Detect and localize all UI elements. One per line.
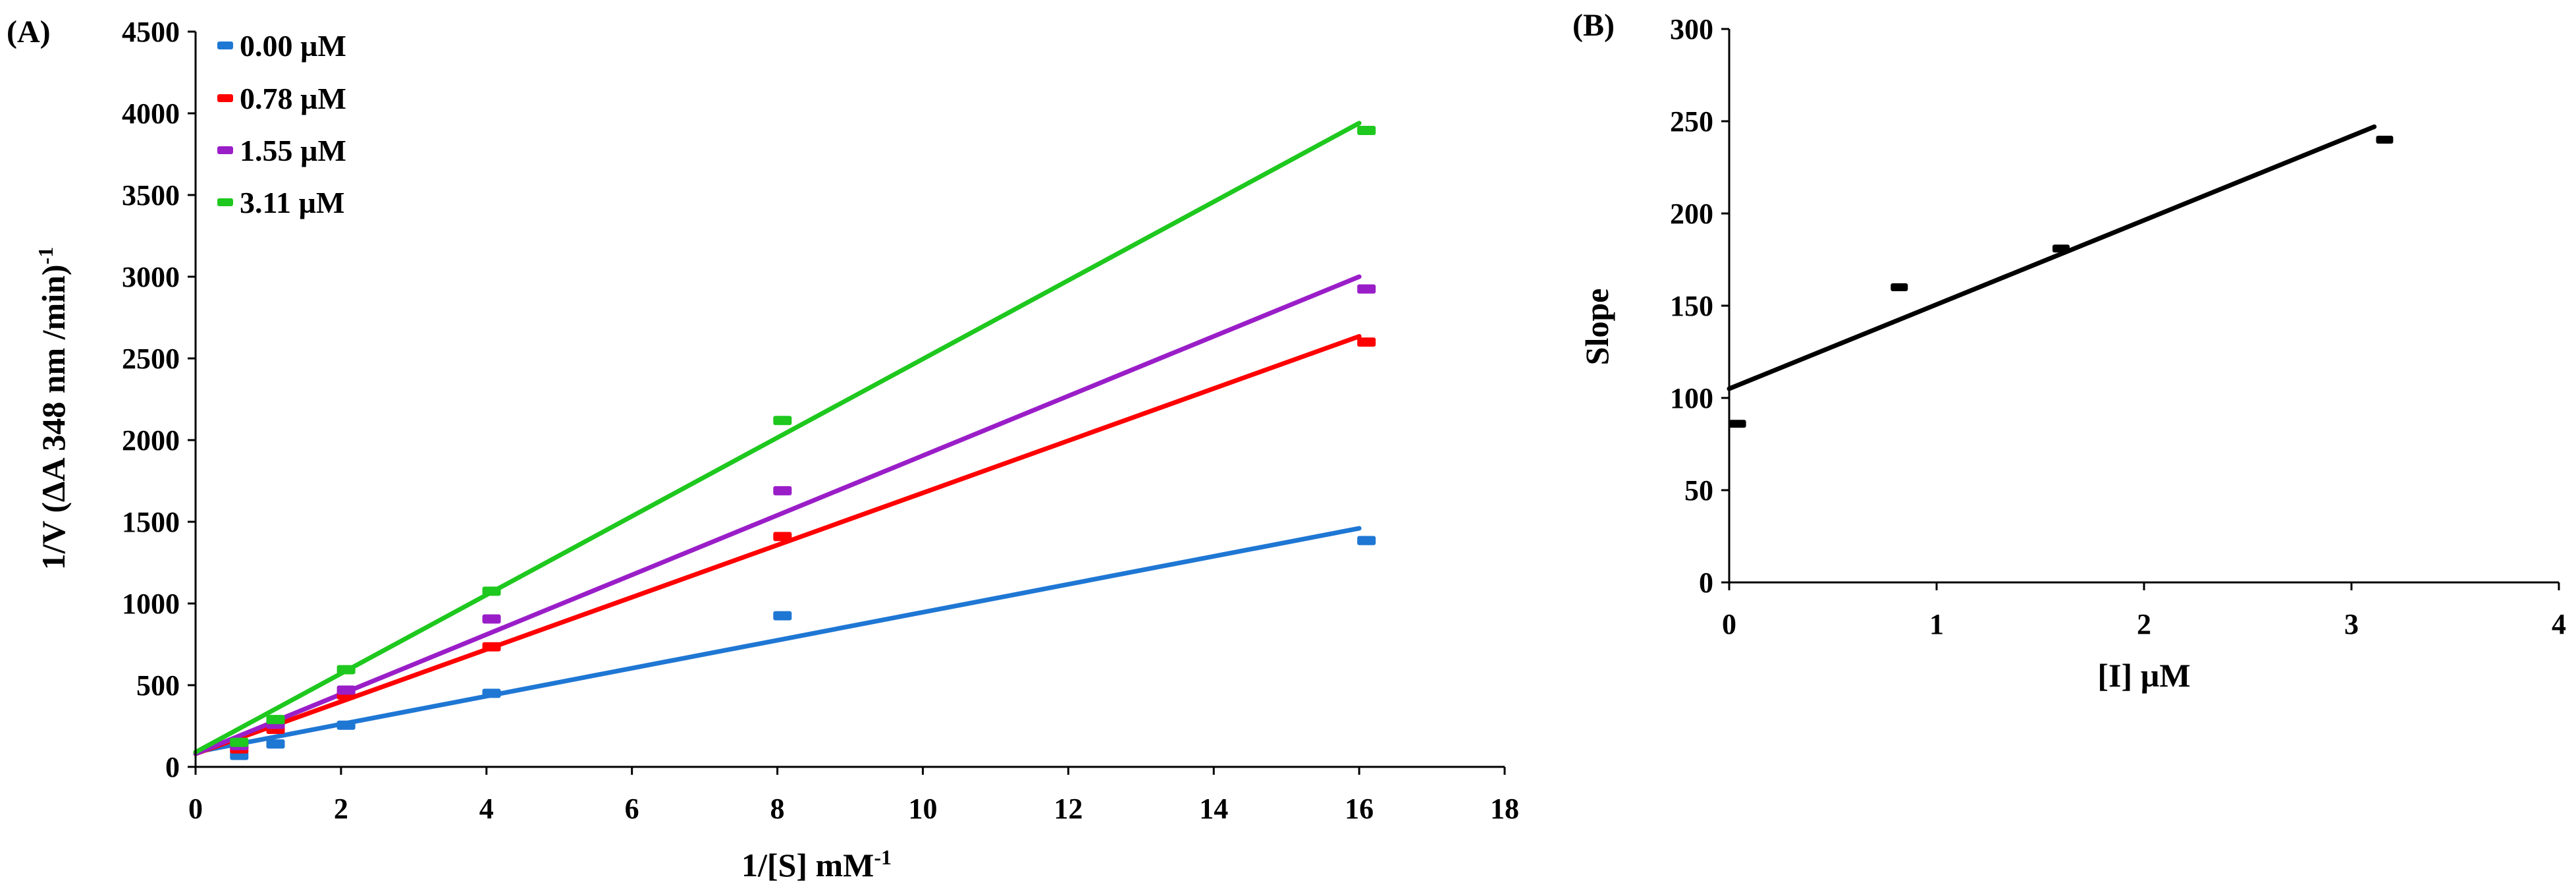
trendline-series-0 — [193, 526, 1362, 755]
trendline-series-3 — [193, 121, 1362, 755]
panel-b-chart: (B) 0 1 2 3 4 0 50 100 150 200 250 300 [I] µM Slope — [1572, 8, 2566, 694]
x-tick-label: 0 — [188, 793, 203, 825]
trendline-series-1 — [193, 334, 1362, 756]
data-point-series-0 — [482, 688, 501, 698]
y-tick-label: 50 — [1684, 474, 1713, 507]
data-point-series-3 — [336, 665, 356, 675]
data-point-series-0 — [1357, 536, 1376, 546]
data-point-series-0 — [266, 739, 285, 749]
y-tick-label: 0 — [1699, 567, 1713, 599]
x-tick-label: 4 — [479, 793, 494, 825]
y-tick-label: 300 — [1670, 13, 1713, 45]
y-tick-label: 250 — [1670, 105, 1713, 138]
legend-item-3: 3.11 µM — [217, 186, 344, 219]
legend-swatch-3 — [217, 198, 233, 206]
y-tick-label: 200 — [1670, 198, 1713, 230]
y-tick-label: 2500 — [122, 343, 180, 375]
data-point-series-0 — [1729, 420, 1746, 428]
data-point-series-0 — [336, 720, 356, 730]
x-tick-label: 2 — [334, 793, 348, 825]
data-point-series-3 — [482, 586, 501, 596]
legend-swatch-1 — [217, 94, 233, 102]
data-point-series-0 — [2376, 136, 2394, 144]
data-point-series-1 — [482, 642, 501, 652]
panel-b-points — [1729, 136, 2394, 428]
panel-b-trendline — [1727, 124, 2377, 391]
panel-a-trendlines — [193, 121, 1362, 756]
legend-swatch-0 — [217, 42, 233, 49]
panel-a-x-axis-title: 1/[S] mM-1 — [741, 845, 892, 883]
data-point-series-1 — [773, 532, 792, 542]
data-point-series-3 — [266, 715, 285, 725]
data-point-series-0 — [1891, 283, 1908, 291]
legend-item-2: 1.55 µM — [217, 134, 346, 167]
x-tick-label: 1 — [1929, 608, 1944, 640]
legend-label-3: 3.11 µM — [240, 186, 344, 219]
y-tick-label: 3500 — [122, 179, 180, 211]
panel-a-points — [230, 126, 1376, 760]
x-tick-label: 16 — [1345, 793, 1374, 825]
y-tick-label: 1000 — [122, 588, 180, 620]
legend-item-1: 0.78 µM — [217, 82, 346, 115]
trendline-series-2 — [193, 274, 1362, 756]
trendline-series-0 — [1727, 124, 2377, 391]
y-tick-label: 3000 — [122, 261, 180, 293]
data-point-series-3 — [773, 416, 792, 426]
y-tick-label: 2000 — [122, 424, 180, 457]
y-tick-label: 500 — [136, 669, 180, 702]
legend-swatch-2 — [217, 146, 233, 154]
x-tick-label: 8 — [770, 793, 785, 825]
panel-b-label: (B) — [1572, 8, 1615, 43]
y-tick-label: 100 — [1670, 382, 1713, 414]
y-tick-label: 4000 — [122, 98, 180, 130]
x-tick-label: 18 — [1490, 793, 1519, 825]
data-point-series-2 — [336, 685, 356, 695]
x-tick-label: 12 — [1054, 793, 1083, 825]
panel-a-legend: 0.00 µM 0.78 µM 1.55 µM 3.11 µM — [217, 29, 346, 219]
data-point-series-0 — [2053, 244, 2070, 253]
panel-a-y-axis-title: 1/V (ΔA 348 nm /min)-1 — [34, 247, 72, 570]
x-tick-label: 2 — [2137, 608, 2151, 640]
panel-a-ticks: 0 2 4 6 8 10 12 14 16 18 0 500 1000 1500 2000 2500 3000 3… — [122, 16, 1519, 825]
legend-label-1: 0.78 µM — [240, 82, 346, 115]
panel-a-label: (A) — [7, 14, 51, 49]
data-point-series-3 — [230, 737, 249, 747]
y-tick-label: 150 — [1670, 290, 1713, 322]
legend-label-0: 0.00 µM — [240, 29, 346, 63]
x-tick-label: 3 — [2344, 608, 2359, 640]
panel-b-y-axis-title: Slope — [1578, 289, 1615, 366]
x-tick-label: 4 — [2552, 608, 2566, 640]
data-point-series-2 — [1357, 284, 1376, 294]
data-point-series-2 — [482, 614, 501, 624]
legend-label-2: 1.55 µM — [240, 134, 346, 167]
legend-item-0: 0.00 µM — [217, 29, 346, 63]
data-point-series-1 — [1357, 337, 1376, 347]
panel-b-ticks: 0 1 2 3 4 0 50 100 150 200 250 300 — [1670, 13, 2566, 640]
x-tick-label: 10 — [908, 793, 937, 825]
data-point-series-3 — [1357, 126, 1376, 136]
y-tick-label: 1500 — [122, 506, 180, 538]
x-tick-label: 14 — [1199, 793, 1228, 825]
data-point-series-0 — [773, 611, 792, 621]
data-point-series-2 — [773, 486, 792, 495]
x-tick-label: 0 — [1722, 608, 1736, 640]
panel-a-chart: (A) 0 2 4 6 8 10 12 14 16 18 0 500 1000 1500 2000 2500 3… — [7, 14, 1519, 883]
y-tick-label: 0 — [165, 751, 180, 783]
y-tick-label: 4500 — [122, 16, 180, 48]
x-tick-label: 6 — [625, 793, 639, 825]
panel-b-x-axis-title: [I] µM — [2097, 657, 2190, 694]
